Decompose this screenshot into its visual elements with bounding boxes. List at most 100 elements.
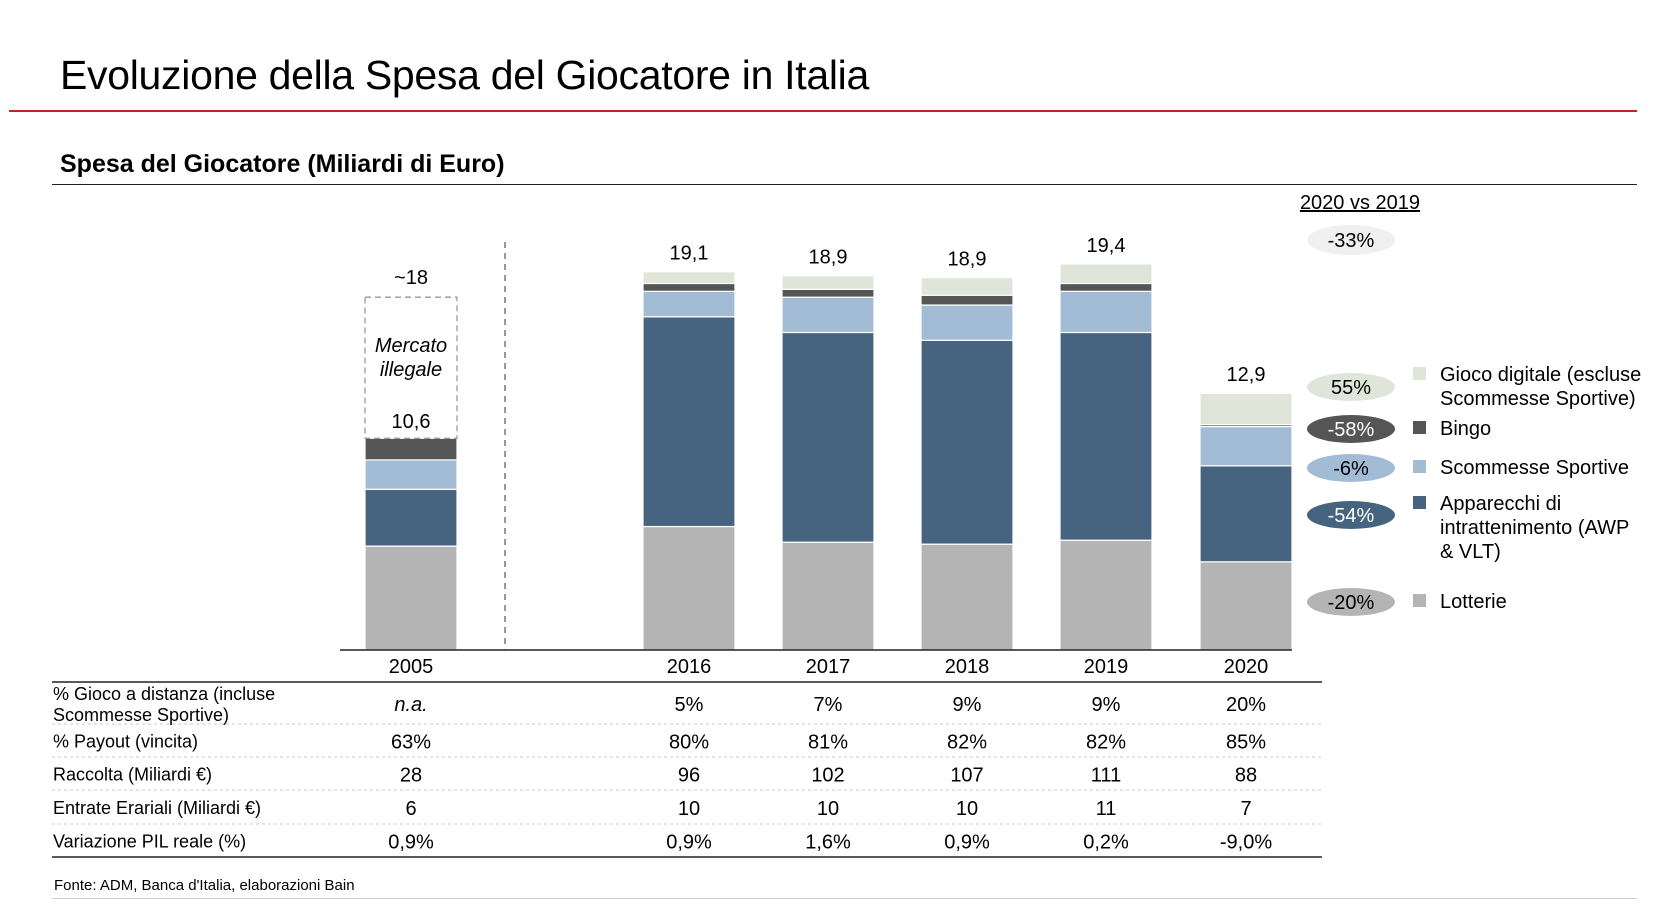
table-cell-3-2017: 10 (817, 798, 839, 820)
bar-segment-2019-lotterie (1059, 539, 1153, 651)
bar-segment-2019-bingo (1059, 282, 1153, 292)
total-label-2019: 19,4 (1087, 235, 1126, 257)
table-row-label-0-0: % Gioco a distanza (incluse (53, 684, 275, 704)
bar-segment-2005-bingo (364, 437, 458, 461)
total-label-2016: 19,1 (670, 243, 709, 265)
source-note: Fonte: ADM, Banca d'Italia, elaborazioni… (54, 877, 355, 894)
table-cell-4-2018: 0,9% (944, 832, 990, 854)
total-label-2005: ~18 (394, 267, 428, 289)
change-pill-bingo (1307, 415, 1395, 443)
table-cell-1-2020: 85% (1226, 732, 1266, 754)
legend-swatch-apparecchi (1413, 496, 1426, 509)
bar-segment-2018-scommesse (920, 304, 1014, 341)
table-cell-1-2018: 82% (947, 732, 987, 754)
total-change-pill (1307, 225, 1395, 255)
table-cell-4-2016: 0,9% (666, 832, 712, 854)
bar-segment-2019-gioco (1059, 263, 1153, 285)
legend-label-gioco-0: Gioco digitale (escluse (1440, 364, 1641, 386)
total-change-value: -33% (1328, 230, 1375, 252)
legend-label-apparecchi-2: & VLT) (1440, 541, 1501, 563)
title-divider (9, 110, 1637, 112)
legend-swatch-scommesse (1413, 460, 1426, 473)
total-label-2020: 12,9 (1227, 364, 1266, 386)
bar-segment-2005-lotterie (364, 545, 458, 651)
bar-segment-2016-bingo (642, 282, 736, 292)
legend-label-apparecchi-1: intrattenimento (AWP (1440, 517, 1629, 539)
legend-label-apparecchi-0: Apparecchi di (1440, 493, 1561, 515)
table-cell-1-2019: 82% (1086, 732, 1126, 754)
change-value-lotterie: -20% (1328, 592, 1375, 614)
table-row-label-3: Entrate Erariali (Miliardi €) (53, 798, 261, 818)
legend-swatch-gioco (1413, 367, 1426, 380)
comparison-header: 2020 vs 2019 (1299, 192, 1421, 214)
bar-segment-2019-scommesse (1059, 290, 1153, 334)
chart-subtitle: Spesa del Giocatore (Miliardi di Euro) (60, 150, 505, 178)
x-tick-2005: 2005 (389, 656, 434, 678)
table-cell-3-2005: 6 (405, 798, 416, 820)
total-label-2018: 18,9 (948, 249, 987, 271)
legend-label-bingo-0: Bingo (1440, 418, 1491, 440)
table-cell-2-2016: 96 (678, 765, 700, 787)
table-cell-0-2018: 9% (953, 694, 982, 716)
x-tick-2016: 2016 (667, 656, 712, 678)
table-row-label-0-1: Scommesse Sportive) (53, 705, 229, 725)
bar-segment-2020-lotterie (1199, 561, 1293, 651)
table-cell-4-2005: 0,9% (388, 832, 434, 854)
x-tick-2017: 2017 (806, 656, 851, 678)
table-row-label-4: Variazione PIL reale (%) (53, 832, 246, 852)
table-cell-2-2020: 88 (1235, 765, 1257, 787)
illegal-market-label-line1: Mercato (375, 335, 447, 357)
change-value-bingo: -58% (1328, 419, 1375, 441)
change-pill-gioco (1307, 373, 1395, 401)
bar-segment-2018-bingo (920, 294, 1014, 306)
change-pill-apparecchi (1307, 501, 1395, 529)
bar-segment-2005-apparecchi (364, 488, 458, 547)
bar-segment-2020-apparecchi (1199, 465, 1293, 563)
x-tick-2018: 2018 (945, 656, 990, 678)
table-cell-0-2020: 20% (1226, 694, 1266, 716)
table-cell-3-2018: 10 (956, 798, 978, 820)
bar-segment-2005-scommesse (364, 459, 458, 490)
change-pill-scommesse (1307, 454, 1395, 482)
bar-segment-2020-gioco (1199, 392, 1293, 426)
bar-segment-2017-lotterie (781, 541, 875, 651)
table-cell-0-2005: n.a. (394, 694, 427, 716)
table-row-label-1: % Payout (vincita) (53, 732, 198, 752)
bar-segment-2017-bingo (781, 288, 875, 298)
subtotal-label-2005: 10,6 (392, 411, 431, 433)
page-title: Evoluzione della Spesa del Giocatore in … (60, 52, 869, 98)
table-cell-0-2017: 7% (814, 694, 843, 716)
x-tick-2019: 2019 (1084, 656, 1129, 678)
subtitle-divider (52, 184, 1637, 185)
change-value-gioco: 55% (1331, 377, 1371, 399)
bar-segment-2017-scommesse (781, 296, 875, 334)
legend-swatch-bingo (1413, 421, 1426, 434)
table-cell-2-2017: 102 (811, 765, 844, 787)
bar-segment-2018-lotterie (920, 543, 1014, 651)
bar-segment-2017-gioco (781, 275, 875, 290)
table-cell-1-2017: 81% (808, 732, 848, 754)
bar-segment-2016-apparecchi (642, 316, 736, 528)
bar-segment-2017-apparecchi (781, 331, 875, 543)
legend-swatch-lotterie (1413, 594, 1426, 607)
table-cell-3-2020: 7 (1240, 798, 1251, 820)
legend-label-scommesse-0: Scommesse Sportive (1440, 457, 1629, 479)
bar-segment-2016-lotterie (642, 525, 736, 651)
legend-label-gioco-1: Scommesse Sportive) (1440, 388, 1636, 410)
table-cell-0-2019: 9% (1092, 694, 1121, 716)
table-cell-3-2019: 11 (1096, 798, 1117, 820)
change-value-scommesse: -6% (1333, 458, 1369, 480)
legend-label-lotterie-0: Lotterie (1440, 591, 1507, 613)
table-cell-2-2019: 111 (1091, 765, 1121, 787)
change-pill-lotterie (1307, 588, 1395, 616)
bar-segment-2020-scommesse (1199, 425, 1293, 467)
total-label-2017: 18,9 (809, 247, 848, 269)
bar-segment-2018-gioco (920, 277, 1014, 296)
change-value-apparecchi: -54% (1328, 505, 1375, 527)
table-cell-3-2016: 10 (678, 798, 700, 820)
table-cell-4-2017: 1,6% (805, 832, 851, 854)
bar-segment-2018-apparecchi (920, 339, 1014, 545)
footer-divider (52, 898, 1637, 899)
illegal-market-box (364, 296, 458, 439)
